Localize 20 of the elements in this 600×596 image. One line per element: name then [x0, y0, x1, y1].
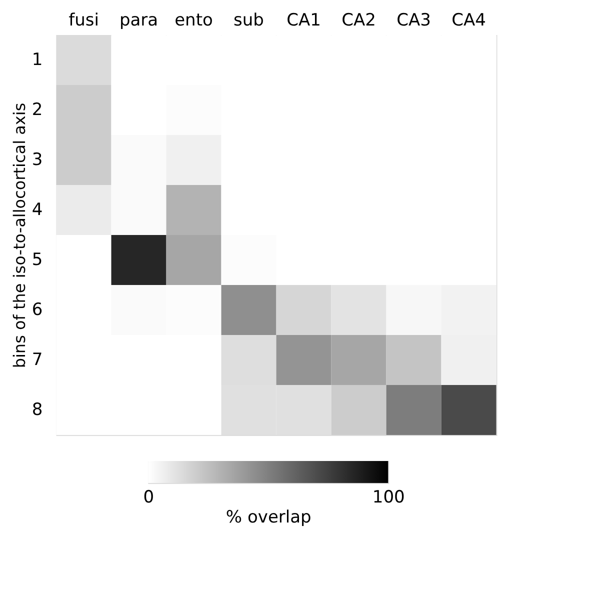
color-bar-label: 100	[372, 488, 405, 508]
y-tick-label: 3	[32, 150, 43, 170]
x-tick-label: CA2	[342, 10, 376, 30]
color-bar-label: 0	[143, 488, 154, 508]
x-tick-label: CA4	[452, 10, 486, 30]
y-tick-label: 6	[32, 300, 43, 320]
x-tick-label: CA1	[286, 10, 321, 30]
y-tick-label: 8	[32, 400, 43, 420]
y-tick-label: 5	[32, 250, 43, 270]
x-tick-label: fusi	[68, 10, 99, 30]
x-tick-label: para	[119, 10, 158, 30]
y-tick-label: 4	[32, 200, 43, 220]
x-tick-label: CA3	[396, 10, 431, 30]
y-axis-title: bins of the iso-to-allocortical axis	[10, 102, 29, 368]
x-tick-label: sub	[234, 10, 264, 30]
y-tick-label: 7	[32, 350, 43, 370]
color-bar-title: % overlap	[226, 508, 312, 528]
y-tick-label: 1	[32, 50, 43, 70]
x-tick-label: ento	[174, 10, 213, 30]
y-tick-label: 2	[32, 100, 43, 120]
